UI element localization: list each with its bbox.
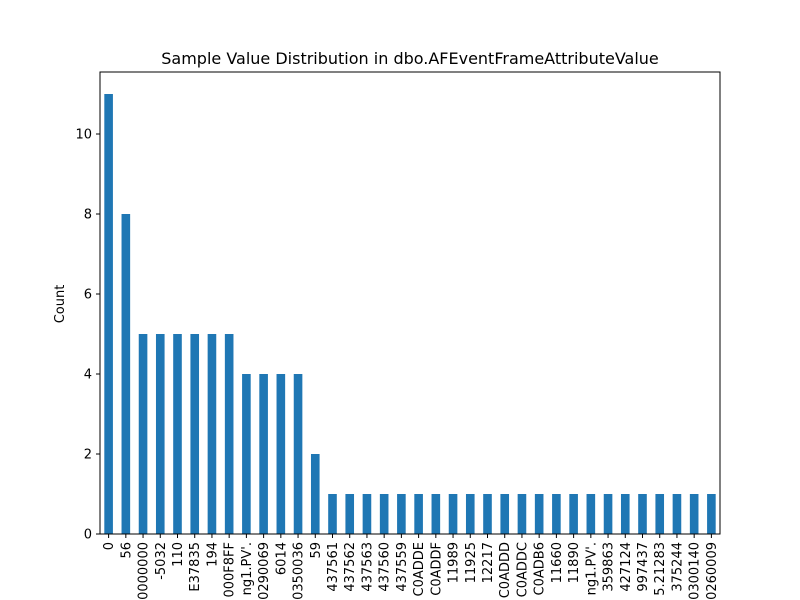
x-tick-label: 375244	[670, 542, 685, 592]
bars-group	[104, 94, 716, 534]
bar	[569, 494, 578, 534]
y-tick-label: 4	[84, 368, 92, 383]
x-tick-label: 0350036	[292, 542, 307, 600]
bar	[276, 374, 286, 534]
bar	[121, 214, 131, 534]
x-tick-label: ng1.PV'.	[584, 542, 599, 595]
y-tick-label: 10	[75, 128, 92, 143]
x-tick-label: 6014	[274, 542, 289, 575]
x-tick-label: 194	[205, 542, 220, 567]
bar	[397, 494, 406, 534]
bar	[224, 334, 234, 534]
bar	[448, 494, 458, 534]
bar	[207, 334, 217, 534]
bar	[345, 494, 355, 534]
bar	[173, 334, 182, 534]
y-tick-label: 2	[84, 448, 92, 463]
x-tick-label: 5.21283	[653, 542, 668, 596]
y-tick-label: 0	[84, 528, 92, 543]
bar	[414, 494, 423, 534]
x-tick-label: 427124	[619, 542, 634, 592]
x-tick-label: 437563	[360, 542, 375, 592]
x-tick-label: 59	[309, 542, 324, 559]
x-tick-label: 437561	[326, 542, 341, 592]
x-tick-label: 0260009	[705, 542, 720, 600]
bar	[328, 494, 337, 534]
x-tick-label: C0ADDD	[498, 542, 513, 598]
bar	[431, 494, 441, 534]
bar	[603, 494, 613, 534]
y-tick-label: 6	[84, 288, 92, 303]
x-tick-label: C0ADB6	[533, 542, 548, 595]
bar	[534, 494, 544, 534]
bar	[190, 334, 200, 534]
x-tick-label: 437560	[378, 542, 393, 592]
bar	[310, 454, 320, 534]
x-tick-label: C0ADDF	[429, 542, 444, 596]
x-tick-label: 12217	[481, 542, 496, 583]
bar	[138, 334, 148, 534]
x-tick-label: 56	[119, 542, 134, 559]
bar	[500, 494, 510, 534]
x-tick-label: 11890	[567, 542, 582, 583]
bar	[689, 494, 699, 534]
bar	[293, 374, 303, 534]
y-tick-label: 8	[84, 208, 92, 223]
x-tick-label: 0300140	[688, 542, 703, 600]
bar	[242, 374, 251, 534]
bar	[379, 494, 389, 534]
y-ticks-group: 0 2 4 6 8 10	[75, 128, 100, 543]
chart-title: Sample Value Distribution in dbo.AFEvent…	[161, 49, 659, 68]
x-tick-label: 11660	[550, 542, 565, 583]
bar	[362, 494, 372, 534]
bar	[586, 494, 596, 534]
bar	[259, 374, 268, 534]
x-tick-label: ng1.PV'.	[240, 542, 255, 595]
bar	[620, 494, 630, 534]
y-axis-label: Count	[53, 285, 68, 324]
bar	[155, 334, 165, 534]
x-tick-label: 11925	[464, 542, 479, 583]
x-ticks-group: 0 56 0000000 -5032 110 E37835 194 000F8FF ng1.PV…	[102, 534, 720, 600]
x-tick-label: C0ADDE	[412, 542, 427, 596]
bar	[104, 94, 113, 534]
bar	[638, 494, 647, 534]
bar	[483, 494, 492, 534]
x-tick-label: 110	[171, 542, 186, 567]
bar	[707, 494, 716, 534]
x-tick-label: 11989	[447, 542, 462, 583]
x-tick-label: 0	[102, 542, 117, 550]
plot-frame	[99, 71, 721, 535]
x-tick-label: -5032	[154, 542, 169, 580]
bar	[655, 494, 665, 534]
x-tick-label: 997437	[636, 542, 651, 592]
bar	[517, 494, 527, 534]
x-tick-label: 437562	[343, 542, 358, 592]
x-tick-label: 437559	[395, 542, 410, 592]
bar	[465, 494, 475, 534]
x-tick-label: 000F8FF	[223, 542, 238, 598]
bar	[552, 494, 561, 534]
x-tick-label: 0290069	[257, 542, 272, 600]
x-tick-label: C0ADDC	[515, 542, 530, 597]
x-tick-label: E37835	[188, 542, 203, 592]
bar	[672, 494, 682, 534]
x-tick-label: 359863	[602, 542, 617, 592]
x-tick-label: 0000000	[137, 542, 152, 600]
